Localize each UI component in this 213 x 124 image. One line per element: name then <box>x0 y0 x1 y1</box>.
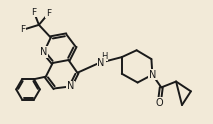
Text: N: N <box>40 47 47 57</box>
Text: N: N <box>67 81 74 91</box>
Text: N: N <box>97 58 105 68</box>
Text: N: N <box>149 70 156 80</box>
Text: F: F <box>31 8 36 17</box>
Text: F: F <box>20 25 26 34</box>
Text: H: H <box>101 52 107 61</box>
Text: F: F <box>46 9 51 18</box>
Text: O: O <box>155 98 163 108</box>
